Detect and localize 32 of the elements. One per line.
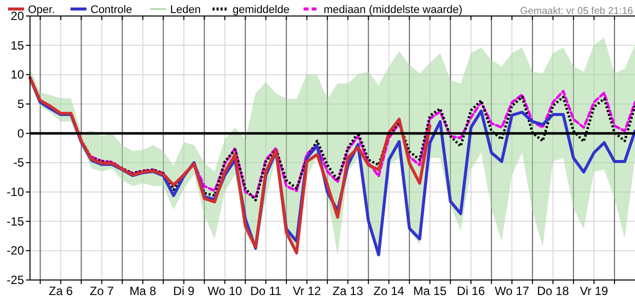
y-tick-label: 5 bbox=[17, 97, 24, 111]
y-tick-label: 10 bbox=[10, 68, 24, 82]
y-tick-label: -25 bbox=[6, 273, 24, 287]
legend-label: Leden bbox=[170, 4, 201, 16]
y-tick-label: 15 bbox=[10, 38, 24, 52]
legend-label: Oper. bbox=[28, 4, 55, 16]
x-tick-label: Ma 8 bbox=[129, 284, 156, 298]
x-tick-label: Zo 7 bbox=[90, 284, 114, 298]
x-tick-label: Do 18 bbox=[536, 284, 570, 298]
x-tick-label: Za 6 bbox=[48, 284, 74, 298]
annotation: Gemaakt: vr 05 feb 21:16 bbox=[520, 6, 634, 17]
x-tick-label: Vr 19 bbox=[580, 284, 608, 298]
x-tick-label: Wo 17 bbox=[494, 284, 530, 298]
legend-label: mediaan (middelste waarde) bbox=[324, 4, 462, 16]
x-tick-label: Di 16 bbox=[456, 284, 486, 298]
x-tick-label: Vr 12 bbox=[292, 284, 322, 298]
x-tick-label: Zo 14 bbox=[374, 284, 405, 298]
legend-label: gemiddelde bbox=[232, 4, 290, 16]
y-tick-label: -15 bbox=[6, 214, 24, 228]
y-tick-label: -10 bbox=[6, 185, 24, 199]
line-series bbox=[28, 76, 432, 255]
x-tick-label: Ma 15 bbox=[413, 284, 447, 298]
legend-label: Controle bbox=[90, 4, 132, 16]
x-tick-label: Do 11 bbox=[250, 284, 282, 298]
y-tick-label: -20 bbox=[6, 244, 24, 258]
x-tick-label: Za 13 bbox=[332, 284, 364, 298]
y-tick-label: 0 bbox=[17, 126, 24, 140]
y-tick-label: -5 bbox=[13, 156, 24, 170]
x-tick-label: Di 9 bbox=[173, 284, 195, 298]
x-tick-label: Wo 10 bbox=[208, 284, 242, 298]
line-series bbox=[90, 90, 635, 200]
y-tick-label: 20 bbox=[10, 9, 24, 23]
